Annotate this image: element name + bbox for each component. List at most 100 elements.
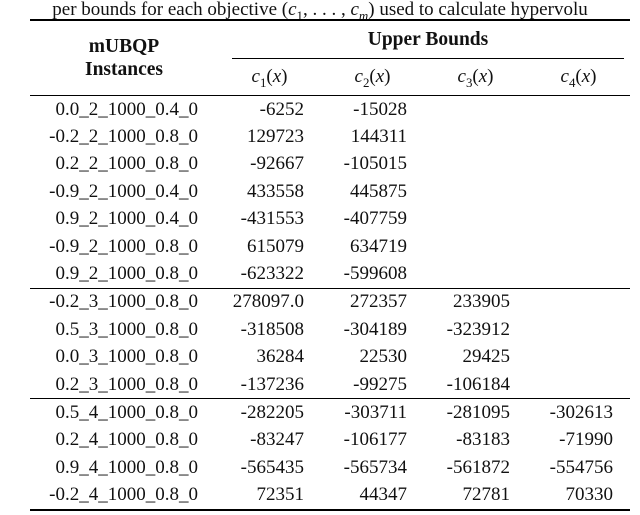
header-row-top: mUBQP Instances Upper Bounds [30,20,630,80]
instance-cell: -0.2_2_1000_0.8_0 [49,126,198,148]
instance-cell: 0.0_3_1000_0.8_0 [55,346,199,368]
value-cell: -561872 [446,456,510,478]
value-cell [424,96,527,124]
table-caption: per bounds for each objective (c1, . . .… [0,0,640,19]
table-row: -0.2_3_1000_0.8_0 278097.0 272357 233905 [30,288,630,316]
instance-group-2: -0.2_3_1000_0.8_0 278097.0 272357 233905 0.5… [30,288,630,399]
value-cell: -137236 [240,373,304,395]
column-header-c2: c2(x) [354,66,391,90]
instance-cell: -0.2_4_1000_0.8_0 [49,484,198,506]
value-cell [527,123,630,150]
table-header: mUBQP Instances Upper Bounds c1(x) c2(x) c… [30,20,630,96]
value-cell: 615079 [247,235,304,257]
instance-cell: 0.9_2_1000_0.8_0 [55,263,199,285]
instance-cell: 0.2_2_1000_0.8_0 [55,153,199,175]
table-row: 0.2_4_1000_0.8_0 -83247 -106177 -83183 -7199… [30,427,630,454]
value-cell: 29425 [462,346,511,368]
upper-bounds-label-text: Upper Bounds [367,28,489,50]
instance-cell: 0.2_3_1000_0.8_0 [55,373,199,395]
caption-text-segment: , . . . , [302,0,351,19]
value-cell: 36284 [256,346,305,368]
instance-group-3: 0.5_4_1000_0.8_0 -282205 -303711 -281095 -30… [30,398,630,510]
column-header-c4: c4(x) [560,66,597,90]
value-cell: -303711 [344,401,407,423]
instance-cell: -0.9_2_1000_0.8_0 [49,235,198,257]
caption-math-subscript: m [358,7,369,19]
column-header-c1: c1(x) [251,66,288,90]
value-cell: 72781 [462,484,511,506]
value-cell: -304189 [343,318,407,340]
value-cell: -318508 [240,318,304,340]
value-cell: -554756 [549,456,613,478]
instance-cell: 0.5_3_1000_0.8_0 [55,318,199,340]
value-cell: -282205 [240,401,304,423]
value-cell: 272357 [350,291,407,313]
table-row: 0.5_4_1000_0.8_0 -282205 -303711 -281095 -30… [30,399,630,427]
value-cell [527,96,630,124]
value-cell: -99275 [353,373,407,395]
instance-group-1: 0.0_2_1000_0.4_0 -6252 -15028 -0.2_2_1000_0… [30,96,630,289]
table-row: 0.5_3_1000_0.8_0 -318508 -304189 -323912 [30,316,630,343]
value-cell: -105015 [343,153,407,175]
value-cell [527,288,630,316]
instances-header-line2: Instances [84,59,163,80]
instance-cell: 0.9_2_1000_0.4_0 [55,208,199,230]
table-row: 0.9_2_1000_0.8_0 -623322 -599608 [30,260,630,288]
value-cell [527,151,630,178]
value-cell: -599608 [343,263,407,285]
value-cell: 445875 [350,180,407,202]
caption-math-var: c [350,0,359,19]
table-row: 0.9_2_1000_0.4_0 -431553 -407759 [30,206,630,233]
value-cell [424,178,527,205]
value-cell [424,123,527,150]
table-row: -0.2_4_1000_0.8_0 72351 44347 72781 70330 [30,481,630,509]
upper-bounds-group-header: Upper Bounds [218,20,630,59]
value-cell: -92667 [250,153,304,175]
value-cell: -6252 [259,98,304,120]
value-cell [527,316,630,343]
table-row: -0.2_2_1000_0.8_0 129723 144311 [30,123,630,150]
instance-cell: -0.2_3_1000_0.8_0 [49,291,198,313]
column-header-c3: c3(x) [457,66,494,90]
value-cell: 433558 [247,180,304,202]
value-cell: 70330 [565,484,614,506]
value-cell: -106177 [343,429,407,451]
instance-cell: 0.2_4_1000_0.8_0 [55,429,199,451]
value-cell: 634719 [350,235,407,257]
table-row: -0.9_2_1000_0.4_0 433558 445875 [30,178,630,205]
value-cell: 144311 [350,126,407,148]
header-row-objectives: c1(x) c2(x) c3(x) c4(x) [30,59,630,96]
value-cell [527,344,630,371]
upper-bounds-table: mUBQP Instances Upper Bounds c1(x) c2(x) c… [30,19,630,511]
table-row: 0.2_2_1000_0.8_0 -92667 -105015 [30,151,630,178]
instance-cell: -0.9_2_1000_0.4_0 [49,180,198,202]
value-cell: 72351 [256,484,305,506]
value-cell [527,371,630,399]
instance-cell: 0.5_4_1000_0.8_0 [55,401,199,423]
value-cell [527,178,630,205]
value-cell: -565734 [343,456,407,478]
value-cell: 129723 [247,126,304,148]
caption-math-var: c [288,0,297,19]
value-cell: -407759 [343,208,407,230]
value-cell [424,233,527,260]
instance-cell: 0.9_4_1000_0.8_0 [55,456,199,478]
value-cell: -431553 [240,208,304,230]
value-cell [424,206,527,233]
value-cell: -281095 [446,401,510,423]
value-cell: -323912 [446,318,510,340]
table-row: 0.0_3_1000_0.8_0 36284 22530 29425 [30,344,630,371]
instance-cell: 0.0_2_1000_0.4_0 [55,98,199,120]
value-cell: -83183 [456,429,510,451]
table-row: 0.2_3_1000_0.8_0 -137236 -99275 -106184 [30,371,630,399]
table-container: mUBQP Instances Upper Bounds c1(x) c2(x) c… [30,19,630,511]
value-cell: -106184 [446,373,510,395]
value-cell: -565435 [240,456,304,478]
value-cell: 278097.0 [232,291,304,313]
value-cell: 44347 [359,484,408,506]
value-cell: 22530 [359,346,408,368]
table-row: 0.0_2_1000_0.4_0 -6252 -15028 [30,96,630,124]
value-cell: -71990 [559,429,613,451]
table-row: -0.9_2_1000_0.8_0 615079 634719 [30,233,630,260]
